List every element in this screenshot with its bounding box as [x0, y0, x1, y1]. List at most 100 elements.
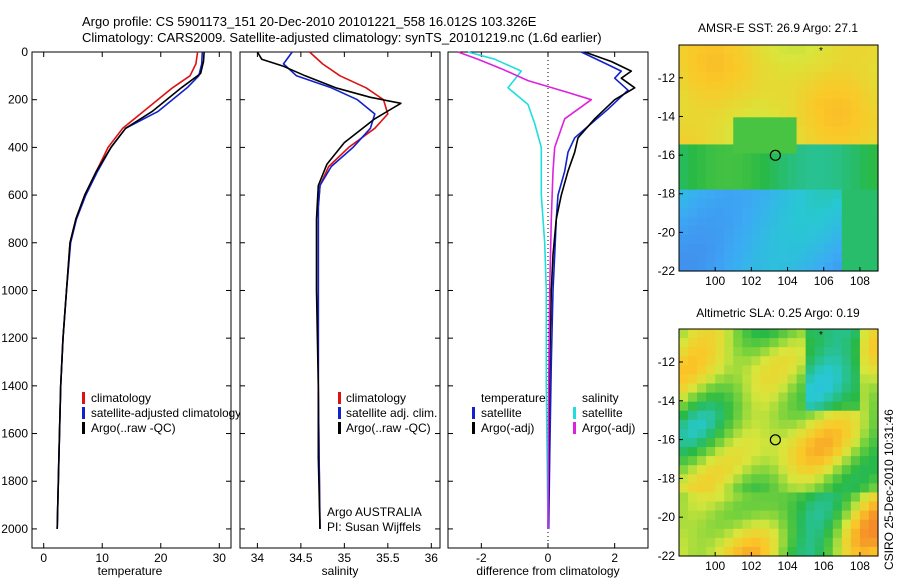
legend-title-temperature: temperature [481, 391, 546, 405]
heatmap-cell [760, 419, 771, 430]
heatmap-cell [733, 428, 743, 439]
heatmap-cell [796, 144, 807, 155]
heatmap-cell [742, 81, 752, 91]
heatmap-cell [706, 356, 716, 366]
heatmap-cell [850, 401, 861, 412]
heatmap-cell [805, 419, 816, 430]
heatmap-cell [715, 108, 725, 118]
title-line-1: Argo profile: CS 5901173_151 20-Dec-2010… [82, 14, 537, 29]
heatmap-cell [679, 374, 689, 385]
heatmap-cell [769, 492, 780, 503]
heatmap-cell [688, 243, 698, 254]
heatmap-cell [796, 234, 807, 245]
heatmap-cell [832, 456, 843, 466]
heatmap-cell [751, 447, 762, 457]
heatmap-cell [688, 126, 698, 136]
heatmap-cell [859, 45, 870, 55]
heatmap-cell [868, 180, 879, 191]
heatmap-cell [841, 329, 852, 339]
heatmap-cell [697, 45, 707, 55]
heatmap-cell [841, 81, 852, 91]
heatmap-cell [868, 216, 879, 227]
heatmap-cell [859, 261, 870, 272]
heatmap-cell [688, 329, 698, 339]
heatmap-cell [796, 126, 807, 136]
heatmap-cell [805, 81, 816, 91]
heatmap-cell [742, 207, 752, 218]
heatmap-cell [733, 225, 743, 236]
heatmap-cell [679, 72, 689, 82]
heatmap-cell [751, 207, 762, 218]
heatmap-cell [742, 347, 752, 357]
heatmap-cell [850, 347, 861, 357]
heatmap-cell [760, 383, 771, 394]
heatmap-cell [679, 474, 689, 484]
heatmap-cell [841, 45, 852, 55]
heatmap-cell [796, 465, 807, 475]
heatmap-cell [760, 90, 771, 100]
heatmap-cell [841, 135, 852, 146]
title-line-2: Climatology: CARS2009. Satellite-adjuste… [82, 30, 602, 45]
heatmap-cell [850, 474, 861, 484]
heatmap-cell [832, 437, 843, 448]
heatmap-cell [760, 483, 771, 494]
heatmap-cell [868, 63, 879, 73]
heatmap-cell [697, 243, 707, 254]
heatmap-cell [859, 198, 870, 209]
heatmap-cell [787, 144, 798, 155]
heatmap-cell [814, 144, 825, 155]
heatmap-cell [796, 117, 807, 127]
heatmap-cell [769, 501, 780, 512]
heatmap-cell [697, 501, 707, 512]
heatmap-cell [751, 198, 762, 209]
heatmap-cell [796, 198, 807, 209]
heatmap-cell [715, 72, 725, 82]
heatmap-cell [706, 252, 716, 263]
heatmap-cell [850, 329, 861, 339]
heatmap-cell [832, 216, 843, 227]
heatmap-cell [814, 383, 825, 394]
heatmap-cell [850, 392, 861, 403]
heatmap-cell [805, 153, 816, 164]
heatmap-cell [760, 153, 771, 164]
heatmap-cell [688, 537, 698, 548]
heatmap-cell [787, 419, 798, 430]
heatmap-cell [850, 483, 861, 494]
y-tick-label: -16 [658, 148, 676, 162]
heatmap-cell [814, 474, 825, 484]
salinity-y-ticks [240, 51, 440, 530]
heatmap-cell [814, 45, 825, 55]
heatmap-cell [733, 537, 743, 548]
x-tick-label: 34.5 [289, 551, 313, 565]
heatmap-cell [706, 329, 716, 339]
heatmap-cell [724, 465, 734, 475]
heatmap-cell [724, 419, 734, 430]
heatmap-cell [832, 347, 843, 357]
heatmap-cell [742, 374, 752, 385]
heatmap-cell [751, 428, 762, 439]
heatmap-cell [814, 63, 825, 73]
difference-panel: -2 0 2 difference from climatology tempera… [447, 51, 649, 578]
heatmap-cell [832, 338, 843, 348]
legend-swatch-sal-argo [573, 422, 576, 434]
heatmap-cell [724, 519, 734, 530]
temperature-panel: 0 200 400 600 800 1000 1200 1400 1600 1800 2000 0 1… [1, 45, 241, 578]
heatmap-cell [769, 171, 780, 182]
heatmap-cell [832, 225, 843, 236]
north-marker: * [819, 46, 823, 57]
heatmap-cell [733, 180, 743, 191]
heatmap-cell [742, 410, 752, 421]
temperature-y-ticks: 0 200 400 600 800 1000 1200 1400 1600 1800 2000 [1, 45, 231, 536]
heatmap-cell [841, 180, 852, 191]
heatmap-cell [769, 437, 780, 448]
x-tick-label: 106 [814, 274, 834, 288]
heatmap-cell [787, 153, 798, 164]
heatmap-cell [742, 510, 752, 521]
heatmap-cell [778, 243, 789, 254]
heatmap-cell [733, 456, 743, 466]
heatmap-cell [859, 117, 870, 127]
heatmap-cell [706, 261, 716, 272]
heatmap-cell [814, 180, 825, 191]
heatmap-cell [841, 243, 852, 254]
heatmap-cell [679, 410, 689, 421]
